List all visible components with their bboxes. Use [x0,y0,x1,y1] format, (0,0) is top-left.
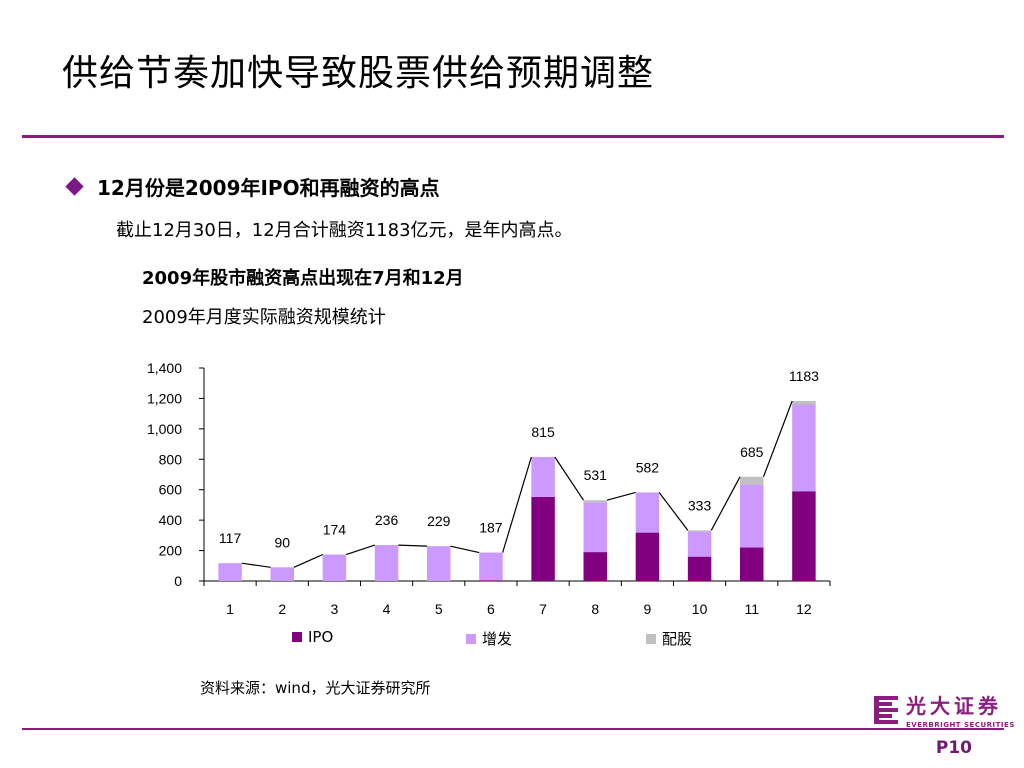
bar-配股-12 [792,401,816,405]
x-tick-label: 3 [331,601,339,617]
bar-增发-7 [531,457,555,497]
bullet-subtext: 截止12月30日，12月合计融资1183亿元，是年内高点。 [116,220,573,241]
chart-subtitle: 2009年月度实际融资规模统计 [142,307,386,328]
data-label: 187 [479,520,503,536]
x-tick-label: 12 [796,601,812,617]
series-line-segment [502,456,532,553]
bar-增发-2 [270,567,294,581]
bar-增发-10 [687,531,712,557]
legend-label-zengfa: 增发 [482,630,513,648]
logo-en: EVERBRIGHT SECURITIES [906,721,1015,729]
data-label: 815 [531,424,555,440]
x-tick-label: 1 [226,601,234,617]
series-line-segment [398,544,428,547]
legend-swatch-ipo [292,632,302,642]
footer-divider [22,728,1004,730]
y-tick-label: 1,000 [147,421,182,437]
x-tick-label: 4 [383,601,391,617]
data-label: 685 [740,444,764,460]
legend-item-peigu: 配股 [646,628,692,649]
bar-配股-11 [740,476,764,485]
x-tick-label: 9 [644,601,652,617]
data-label: 1183 [789,368,819,384]
slide-title: 供给节奏加快导致股票供给预期调整 [62,53,655,94]
series-line-segment [658,492,689,531]
chart-title: 2009年股市融资高点出现在7月和12月 [142,268,464,289]
series-line-segment [554,456,585,501]
data-label: 90 [274,534,290,550]
logo-cn: 光大证券 [906,694,1002,718]
bar-增发-4 [374,545,399,581]
bar-IPO-7 [531,496,555,581]
bar-IPO-8 [583,552,607,581]
bullet-point: 12月份是2009年IPO和再融资的高点 [65,172,440,201]
bullet-text: 12月份是2009年IPO和再融资的高点 [97,176,440,200]
legend-label-peigu: 配股 [662,630,693,648]
y-tick-label: 1,200 [147,390,182,406]
x-tick-label: 2 [278,601,286,617]
series-line-segment [762,400,793,477]
bar-增发-8 [583,502,607,553]
series-line-segment [606,491,636,501]
data-label: 229 [427,513,451,529]
bar-增发-3 [322,554,347,581]
everbright-logo-icon [874,695,898,724]
x-tick-label: 6 [487,601,495,617]
y-tick-label: 800 [159,451,183,467]
x-tick-label: 10 [692,601,708,617]
series-line-segment [450,545,480,554]
bar-配股-10 [687,530,712,532]
data-label: 174 [323,522,347,538]
bar-IPO-10 [687,556,712,581]
company-logo: 光大证券 EVERBRIGHT SECURITIES [874,690,1015,729]
bar-IPO-6 [479,580,503,581]
series-line-segment [710,476,741,531]
diamond-bullet-icon [65,177,84,196]
bar-增发-6 [479,552,503,581]
legend-swatch-peigu [646,633,656,644]
series-line-segment [241,562,271,568]
bar-增发-9 [635,492,660,533]
legend-item-ipo: IPO [292,628,333,646]
data-label: 531 [584,467,608,483]
y-tick-label: 200 [159,543,183,559]
bar-增发-5 [427,546,451,581]
bar-增发-12 [792,404,816,492]
legend-item-zengfa: 增发 [466,628,512,649]
data-label: 236 [375,512,399,528]
bar-IPO-12 [792,491,816,581]
bar-增发-1 [218,563,242,581]
bar-配股-8 [583,500,607,503]
bar-增发-11 [740,484,764,548]
title-divider [22,135,1004,138]
x-tick-label: 11 [744,601,759,617]
data-label: 582 [636,459,660,475]
source-note: 资料来源：wind，光大证券研究所 [200,679,431,697]
y-tick-label: 0 [174,573,182,589]
bar-IPO-9 [635,532,660,581]
data-label: 117 [219,530,242,546]
bar-IPO-11 [740,547,764,581]
x-tick-label: 5 [435,601,443,617]
legend-swatch-zengfa [466,633,476,644]
y-tick-label: 400 [159,512,183,528]
y-tick-label: 600 [159,482,183,498]
series-line-segment [293,553,323,568]
page-number: P10 [935,738,972,758]
y-tick-label: 1,400 [147,360,182,376]
data-label: 333 [688,497,712,513]
x-tick-label: 8 [591,601,599,617]
legend-label-ipo: IPO [308,628,334,646]
x-tick-label: 7 [539,601,547,617]
series-line-segment [345,544,376,556]
